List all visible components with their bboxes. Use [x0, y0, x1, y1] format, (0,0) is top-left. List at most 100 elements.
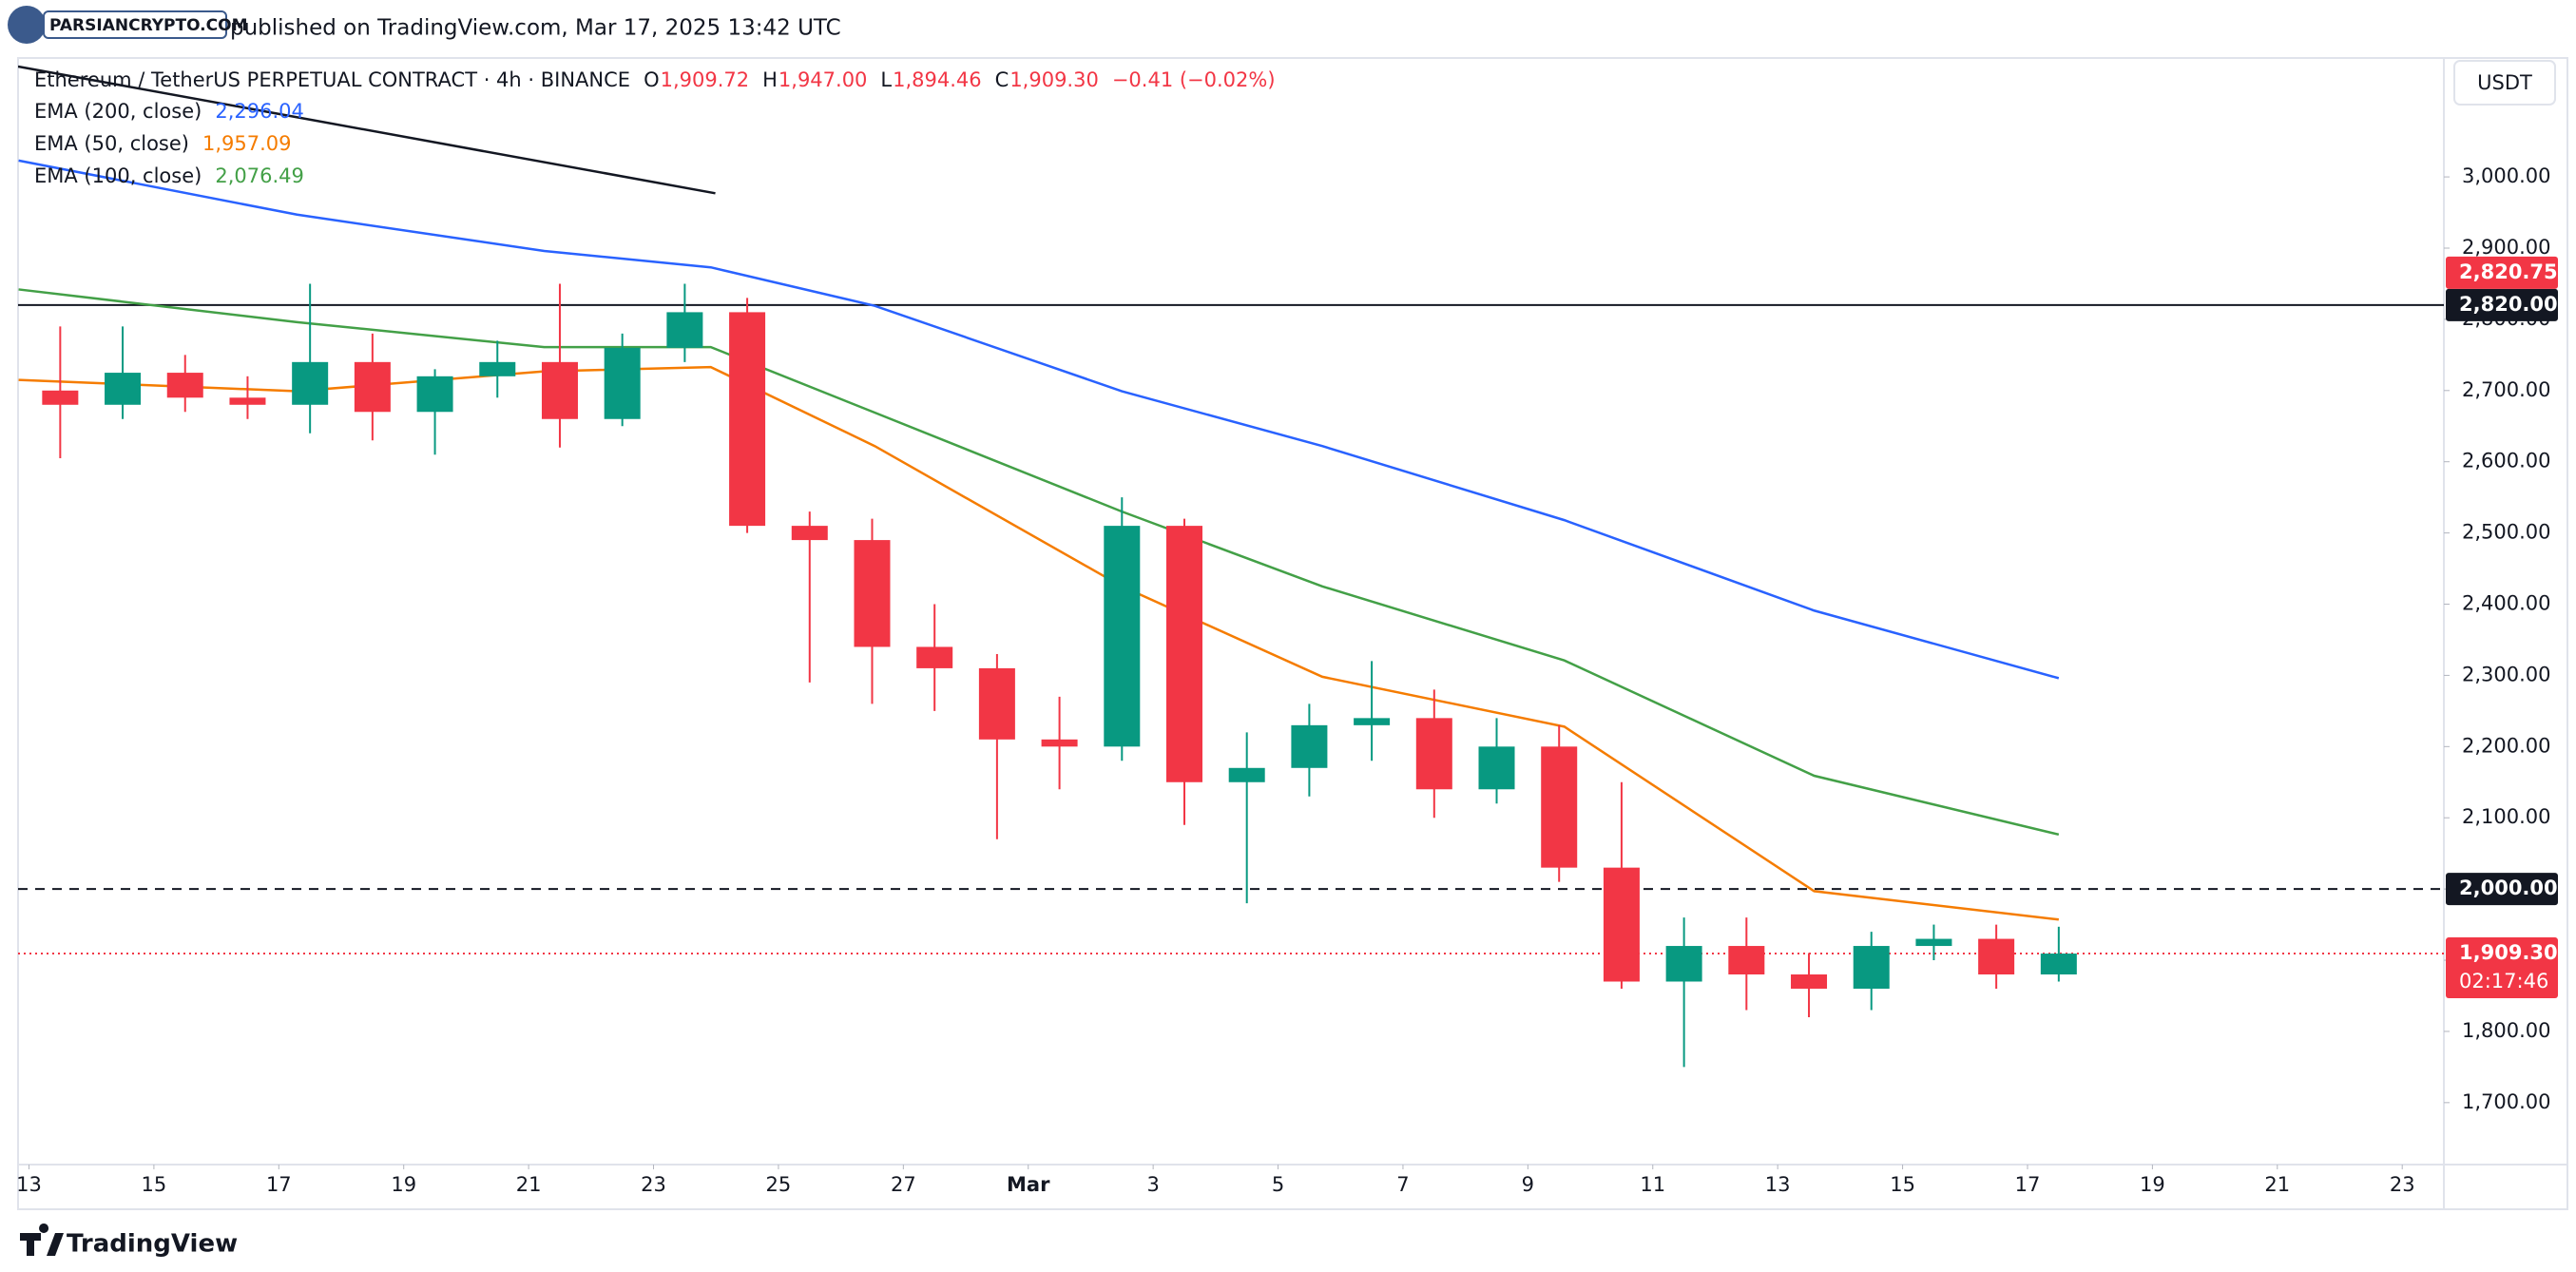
watermark: TradingView	[20, 1224, 238, 1259]
y-tick-label: 3,000.00	[2462, 164, 2551, 187]
candle-body	[729, 312, 766, 527]
legend-text: 1,947.00	[779, 68, 868, 91]
x-tick-label: 17	[2015, 1173, 2041, 1196]
candle-body	[354, 361, 391, 413]
candle-body	[916, 646, 953, 668]
price-label: 2,000.00	[2459, 877, 2558, 899]
legend-text: 1,957.09	[202, 132, 292, 155]
y-tick-label: 2,600.00	[2462, 450, 2551, 472]
candle-body	[479, 361, 516, 376]
x-tick-label: 7	[1396, 1173, 1409, 1196]
legend-text: O	[644, 68, 660, 91]
price-label-box	[2446, 256, 2558, 289]
x-tick-label: 23	[641, 1173, 666, 1196]
trendline	[18, 65, 716, 195]
candle-body	[292, 361, 329, 405]
candle-body	[541, 361, 578, 419]
logo: PARSIANCRYPTO.COM	[8, 6, 247, 44]
x-tick-label: 15	[1890, 1173, 1915, 1196]
legend-text: EMA (200, close)	[34, 100, 202, 123]
candle-body	[978, 667, 1015, 740]
candle-body	[1791, 974, 1828, 989]
x-tick-label: 27	[891, 1173, 916, 1196]
logo-text: PARSIANCRYPTO.COM	[49, 16, 247, 35]
ema-line	[18, 159, 2060, 680]
price-label-box	[2446, 937, 2558, 999]
x-tick-label: 5	[1272, 1173, 1284, 1196]
candle-body	[1978, 938, 2015, 975]
candle-body	[1415, 718, 1452, 790]
x-tick-label: 13	[16, 1173, 42, 1196]
legend-text: C	[995, 68, 1009, 91]
header: published on TradingView.com, Mar 17, 20…	[230, 16, 841, 41]
y-tick-label: 2,300.00	[2462, 663, 2551, 685]
price-label-box	[2446, 288, 2558, 321]
legend-text: 2,296.04	[215, 100, 304, 123]
chart-frame	[17, 57, 2568, 1210]
candle-body	[1291, 724, 1328, 768]
price-countdown: 02:17:46	[2459, 970, 2548, 993]
legend-text: 1,894.46	[893, 68, 982, 91]
candle-body	[166, 373, 203, 398]
y-tick-label: 2,100.00	[2462, 805, 2551, 828]
watermark-text: TradingView	[67, 1230, 238, 1259]
candle-body	[1165, 526, 1202, 782]
legend-text: EMA (50, close)	[34, 132, 189, 155]
x-tick-label: 19	[391, 1173, 416, 1196]
x-tick-label: 3	[1146, 1173, 1159, 1196]
candle-body	[2040, 954, 2077, 975]
x-tick-label: 11	[1640, 1173, 1665, 1196]
x-tick-label: 17	[266, 1173, 292, 1196]
legend-text: 1,909.72	[661, 68, 750, 91]
legend-text: L	[880, 68, 892, 91]
legend-text: −0.41 (−0.02%)	[1112, 68, 1276, 91]
candle-body	[1728, 946, 1765, 975]
ema-line	[18, 288, 2060, 837]
x-tick-label: 21	[516, 1173, 542, 1196]
candle-body	[604, 347, 641, 419]
x-tick-label: 19	[2140, 1173, 2165, 1196]
y-tick-label: 1,800.00	[2462, 1019, 2551, 1042]
currency-box	[2453, 60, 2556, 106]
price-label: 2,820.00	[2459, 293, 2558, 316]
candle-body	[229, 397, 266, 405]
candle-body	[105, 373, 142, 405]
candle-body	[1603, 867, 1640, 982]
candle-body	[1915, 938, 1952, 947]
candle-body	[42, 390, 79, 405]
y-tick-label: 2,500.00	[2462, 521, 2551, 544]
x-tick-label: 9	[1522, 1173, 1534, 1196]
candle-body	[1853, 946, 1890, 989]
candle-body	[1478, 746, 1515, 790]
candle-body	[416, 376, 453, 413]
x-tick-label: 13	[1765, 1173, 1791, 1196]
legend-text: Ethereum / TetherUS PERPETUAL CONTRACT ·…	[34, 68, 630, 91]
x-tick-label: 23	[2390, 1173, 2415, 1196]
candle-body	[791, 526, 828, 541]
candle-body	[666, 312, 703, 348]
plot-area	[18, 65, 2444, 1068]
currency: USDT	[2477, 71, 2532, 94]
y-tick-label: 2,700.00	[2462, 378, 2551, 401]
price-label: 1,909.30	[2459, 941, 2558, 964]
candle-body	[1228, 767, 1265, 782]
candle-body	[1541, 746, 1578, 868]
x-tick-label: Mar	[1007, 1173, 1050, 1196]
candle-body	[1665, 946, 1702, 982]
candle-body	[1104, 526, 1141, 747]
x-tick-label: 25	[766, 1173, 792, 1196]
x-tick-label: 21	[2264, 1173, 2290, 1196]
candle-body	[1354, 718, 1391, 725]
y-tick-label: 1,700.00	[2462, 1090, 2551, 1113]
y-tick-label: 2,400.00	[2462, 592, 2551, 615]
candle-body	[1041, 739, 1078, 747]
legend-text: 1,909.30	[1009, 68, 1099, 91]
y-tick-label: 2,200.00	[2462, 734, 2551, 757]
legend-text: H	[762, 68, 778, 91]
candle-body	[854, 540, 891, 647]
y-tick-label: 2,900.00	[2462, 236, 2551, 259]
x-tick-label: 15	[142, 1173, 167, 1196]
price-label-box	[2446, 873, 2558, 906]
price-label: 2,820.75	[2459, 260, 2558, 283]
